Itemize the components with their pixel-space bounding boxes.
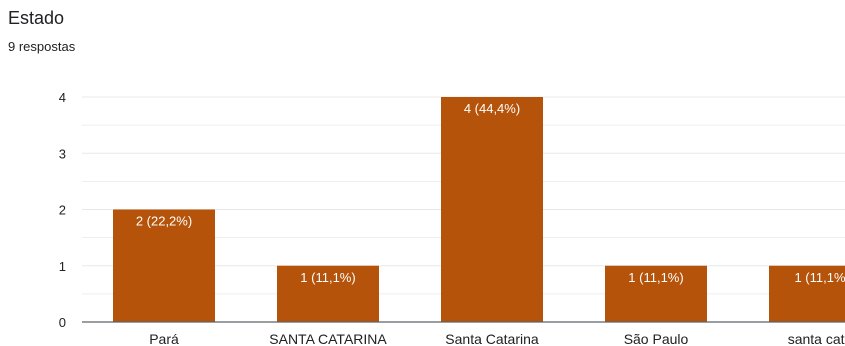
x-category-label: SANTA CATARINA: [269, 331, 387, 346]
bar: [113, 209, 215, 322]
y-tick-label: 2: [59, 203, 66, 218]
bar-data-label: 1 (11,1%): [628, 270, 683, 285]
bar-data-label: 2 (22,2%): [136, 214, 192, 229]
x-category-label: Pará: [149, 331, 179, 346]
y-tick-label: 0: [59, 315, 66, 330]
bar-data-label: 1 (11,1%: [794, 270, 845, 285]
bar: [441, 97, 543, 322]
bar: [277, 265, 379, 322]
x-category-label: Santa Catarina: [445, 331, 539, 346]
chart-title: Estado: [8, 8, 65, 28]
y-tick-label: 4: [59, 90, 66, 105]
x-category-label: São Paulo: [624, 331, 689, 346]
response-count: 9 respostas: [8, 39, 76, 54]
bar: [605, 265, 707, 322]
x-category-label: santa cata: [788, 331, 845, 346]
bar: [769, 265, 845, 322]
y-tick-label: 1: [59, 259, 66, 274]
bar-data-label: 4 (44,4%): [464, 101, 520, 116]
y-tick-label: 3: [59, 146, 66, 161]
bar-data-label: 1 (11,1%): [300, 270, 355, 285]
